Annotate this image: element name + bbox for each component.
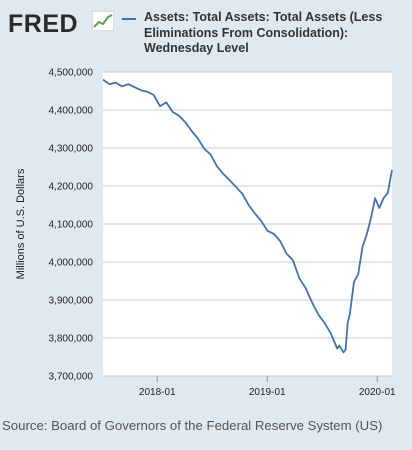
- line-chart-icon: [92, 11, 114, 31]
- x-axis-ticks: 2018-01 2019-01 2020-01: [139, 376, 396, 398]
- fred-logo[interactable]: FRED: [8, 10, 79, 38]
- y-tick-label: 3,700,000: [49, 372, 94, 383]
- source-note: Source: Board of Governors of the Federa…: [2, 418, 383, 433]
- series-group: [102, 78, 393, 354]
- series-line: [102, 78, 393, 354]
- y-tick-label: 3,900,000: [49, 296, 94, 307]
- x-tick-label: 2018-01: [139, 387, 176, 398]
- y-tick-label: 4,300,000: [49, 144, 94, 155]
- chart-header: FRED Assets: Total Assets: Total Assets …: [0, 0, 412, 64]
- y-tick-label: 4,200,000: [49, 182, 94, 193]
- x-tick-label: 2019-01: [249, 387, 286, 398]
- y-tick-label: 3,800,000: [49, 334, 94, 345]
- y-axis-ticks: 3,700,000 3,800,000 3,900,000 4,000,000 4,10…: [49, 68, 94, 383]
- legend-label: Assets: Total Assets: Total Assets (Less…: [144, 10, 383, 55]
- x-tick-label: 2020-01: [359, 387, 396, 398]
- y-tick-label: 4,100,000: [49, 220, 94, 231]
- y-axis-title: Millions of U.S. Dollars: [15, 168, 27, 279]
- y-tick-label: 4,400,000: [49, 106, 94, 117]
- y-tick-label: 4,000,000: [49, 258, 94, 269]
- y-tick-label: 4,500,000: [49, 68, 94, 79]
- legend-swatch: [122, 18, 136, 20]
- gridlines: [103, 71, 392, 377]
